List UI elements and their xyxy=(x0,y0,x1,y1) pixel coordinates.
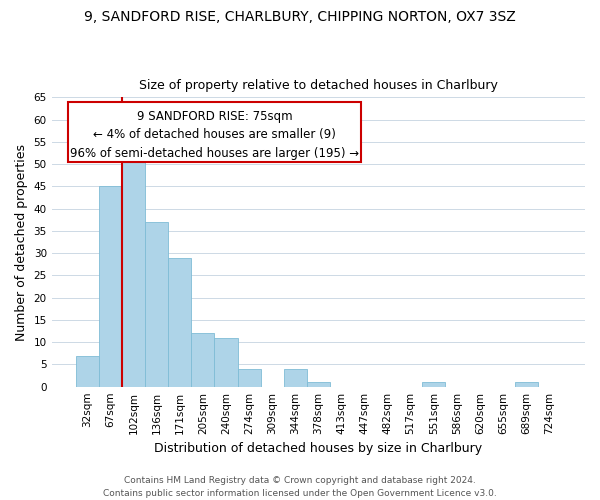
Bar xyxy=(307,382,330,386)
Title: Size of property relative to detached houses in Charlbury: Size of property relative to detached ho… xyxy=(139,79,498,92)
Bar xyxy=(191,334,214,386)
Y-axis label: Number of detached properties: Number of detached properties xyxy=(15,144,28,340)
Text: 96% of semi-detached houses are larger (195) →: 96% of semi-detached houses are larger (… xyxy=(70,146,359,160)
Bar xyxy=(238,369,260,386)
Text: Contains HM Land Registry data © Crown copyright and database right 2024.
Contai: Contains HM Land Registry data © Crown c… xyxy=(103,476,497,498)
Bar xyxy=(515,382,538,386)
Bar xyxy=(122,151,145,386)
FancyBboxPatch shape xyxy=(68,102,361,162)
Bar xyxy=(422,382,445,386)
Bar xyxy=(99,186,122,386)
Bar xyxy=(284,369,307,386)
Text: 9 SANDFORD RISE: 75sqm: 9 SANDFORD RISE: 75sqm xyxy=(137,110,292,124)
Bar xyxy=(168,258,191,386)
Bar xyxy=(76,356,99,386)
Bar xyxy=(145,222,168,386)
Text: ← 4% of detached houses are smaller (9): ← 4% of detached houses are smaller (9) xyxy=(93,128,336,140)
X-axis label: Distribution of detached houses by size in Charlbury: Distribution of detached houses by size … xyxy=(154,442,482,455)
Bar xyxy=(214,338,238,386)
Text: 9, SANDFORD RISE, CHARLBURY, CHIPPING NORTON, OX7 3SZ: 9, SANDFORD RISE, CHARLBURY, CHIPPING NO… xyxy=(84,10,516,24)
